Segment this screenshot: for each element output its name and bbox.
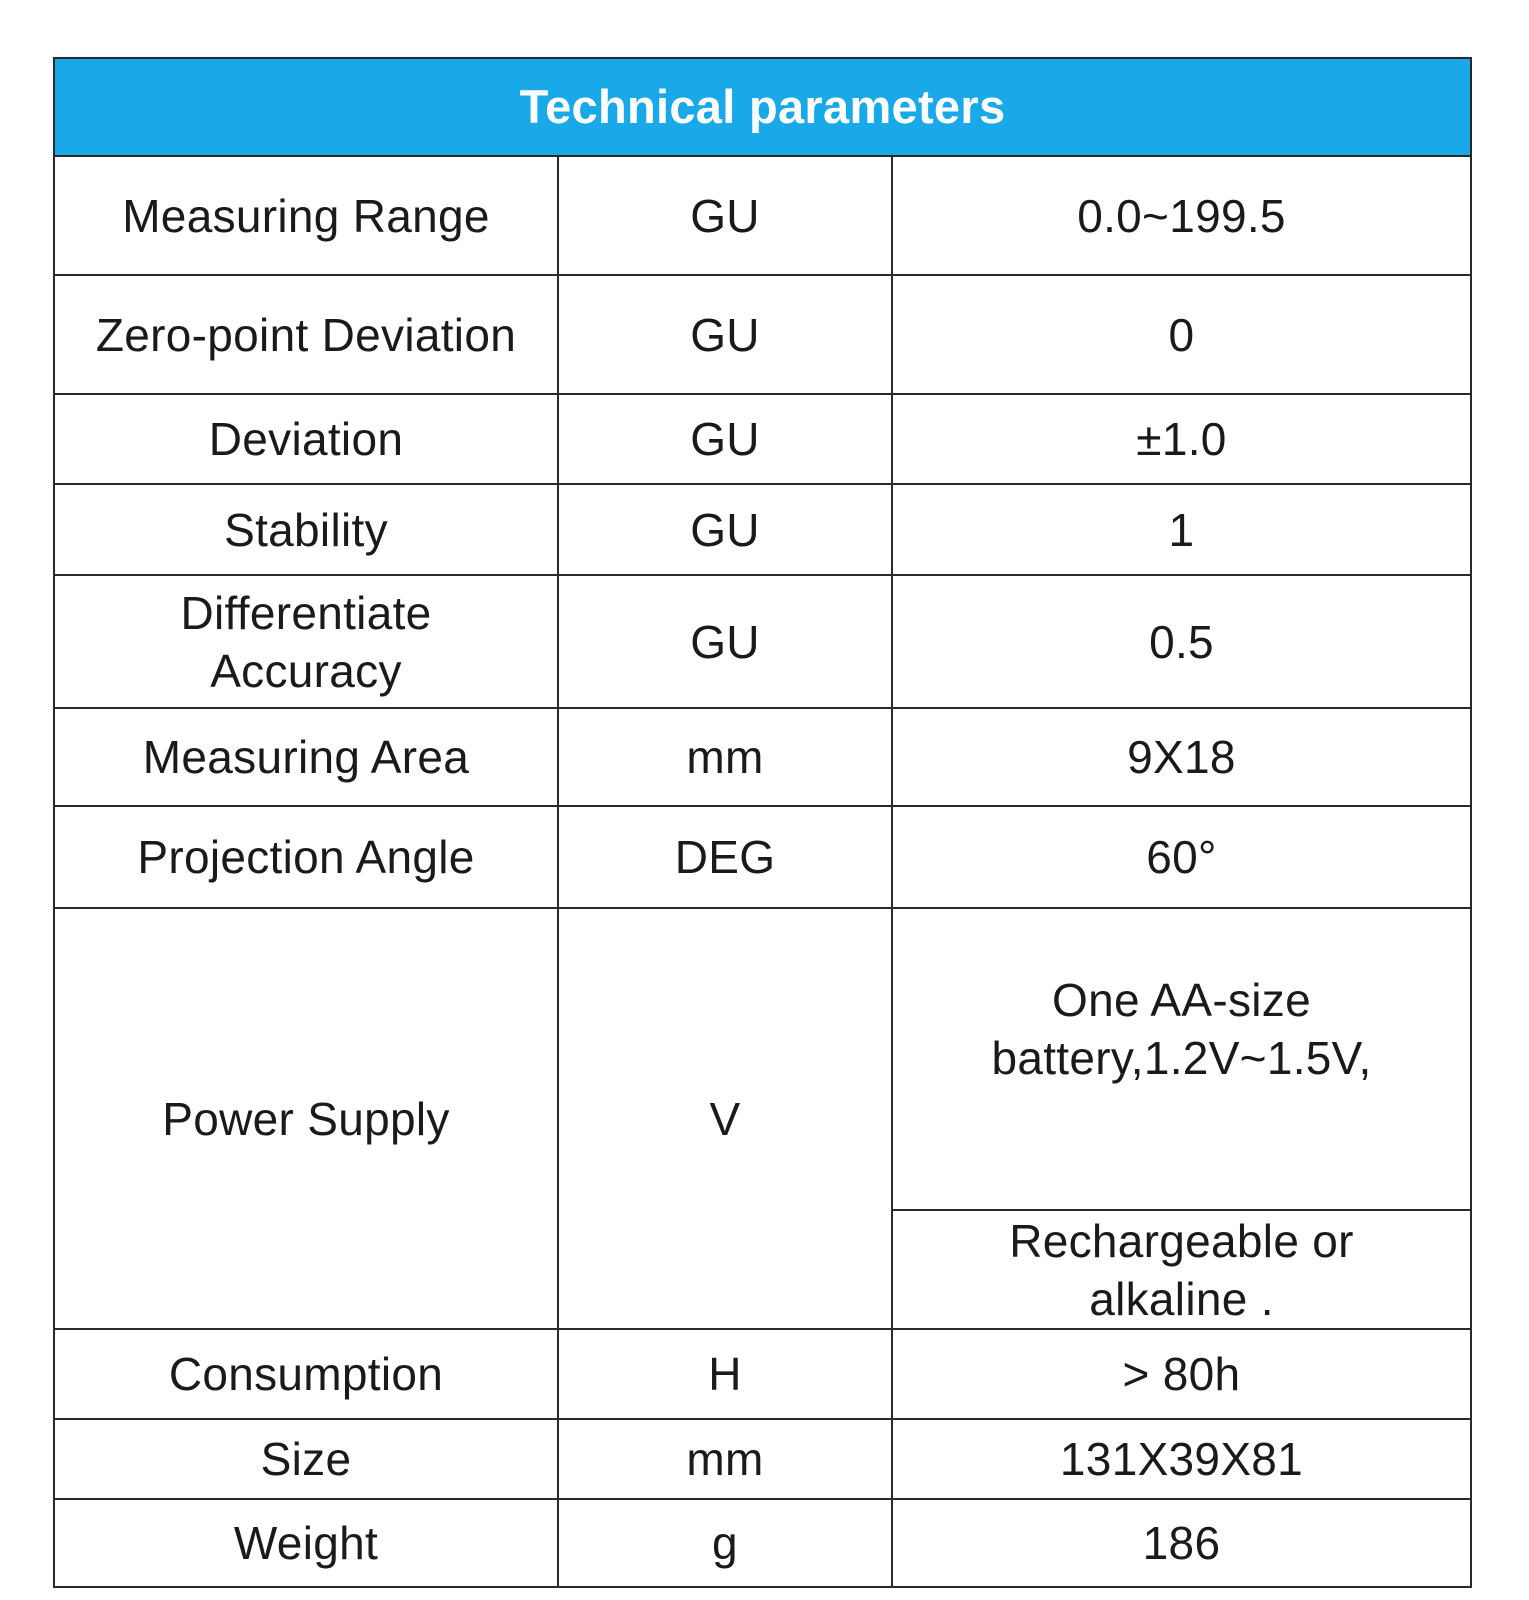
param-name: Zero-point Deviation bbox=[53, 274, 559, 395]
table-row: Rechargeable or alkaline . bbox=[54, 1209, 1472, 1330]
table-row: Power Supply V One AA-size battery,1.2V~… bbox=[53, 907, 1472, 1330]
table-row: Measuring Area mm 9X18 bbox=[53, 707, 1472, 807]
param-name: Deviation bbox=[53, 393, 559, 485]
param-name: Size bbox=[53, 1418, 559, 1500]
table-row: Size mm 131X39X81 bbox=[53, 1418, 1472, 1500]
param-name: Stability bbox=[53, 483, 559, 576]
param-name: Measuring Range bbox=[53, 155, 559, 276]
param-unit: GU bbox=[557, 393, 893, 485]
table-row: Consumption H > 80h bbox=[53, 1328, 1472, 1420]
param-value-secondary: Rechargeable or alkaline . bbox=[891, 1209, 1472, 1330]
param-value: 1 bbox=[891, 483, 1472, 576]
param-name: Weight bbox=[53, 1498, 559, 1588]
table-row: Projection Angle DEG 60° bbox=[53, 805, 1472, 909]
table-row: Zero-point Deviation GU 0 bbox=[53, 274, 1472, 395]
table-row: Deviation GU ±1.0 bbox=[53, 393, 1472, 485]
param-unit: mm bbox=[557, 1418, 893, 1500]
param-unit: V bbox=[557, 907, 893, 1330]
param-value: 0.0~199.5 bbox=[891, 155, 1472, 276]
param-value: 131X39X81 bbox=[891, 1418, 1472, 1500]
param-unit: GU bbox=[557, 483, 893, 576]
param-unit: H bbox=[557, 1328, 893, 1420]
param-value: > 80h bbox=[891, 1328, 1472, 1420]
param-value: 60° bbox=[891, 805, 1472, 909]
param-value: 0 bbox=[891, 274, 1472, 395]
param-name: Measuring Area bbox=[53, 707, 559, 807]
param-value: One AA-size battery,1.2V~1.5V, bbox=[891, 907, 1472, 1211]
table-row: Stability GU 1 bbox=[53, 483, 1472, 576]
technical-parameters-table: Technical parameters Measuring Range GU … bbox=[53, 57, 1472, 1588]
spec-sheet: Technical parameters Measuring Range GU … bbox=[53, 57, 1472, 1588]
param-unit: mm bbox=[557, 707, 893, 807]
param-unit: GU bbox=[557, 574, 893, 709]
table-header-row: Technical parameters bbox=[53, 57, 1472, 157]
table-title: Technical parameters bbox=[53, 57, 1472, 157]
table-row: Weight g 186 bbox=[53, 1498, 1472, 1588]
param-value: ±1.0 bbox=[891, 393, 1472, 485]
param-unit: GU bbox=[557, 274, 893, 395]
param-name: Power Supply bbox=[53, 907, 559, 1330]
table-row: Differentiate Accuracy GU 0.5 bbox=[53, 574, 1472, 709]
table-row: Measuring Range GU 0.0~199.5 bbox=[53, 155, 1472, 276]
param-unit: g bbox=[557, 1498, 893, 1588]
param-name: Consumption bbox=[53, 1328, 559, 1420]
param-name: Differentiate Accuracy bbox=[53, 574, 559, 709]
param-value: 186 bbox=[891, 1498, 1472, 1588]
param-name: Projection Angle bbox=[53, 805, 559, 909]
param-unit: GU bbox=[557, 155, 893, 276]
param-value: 9X18 bbox=[891, 707, 1472, 807]
param-unit: DEG bbox=[557, 805, 893, 909]
param-value: 0.5 bbox=[891, 574, 1472, 709]
